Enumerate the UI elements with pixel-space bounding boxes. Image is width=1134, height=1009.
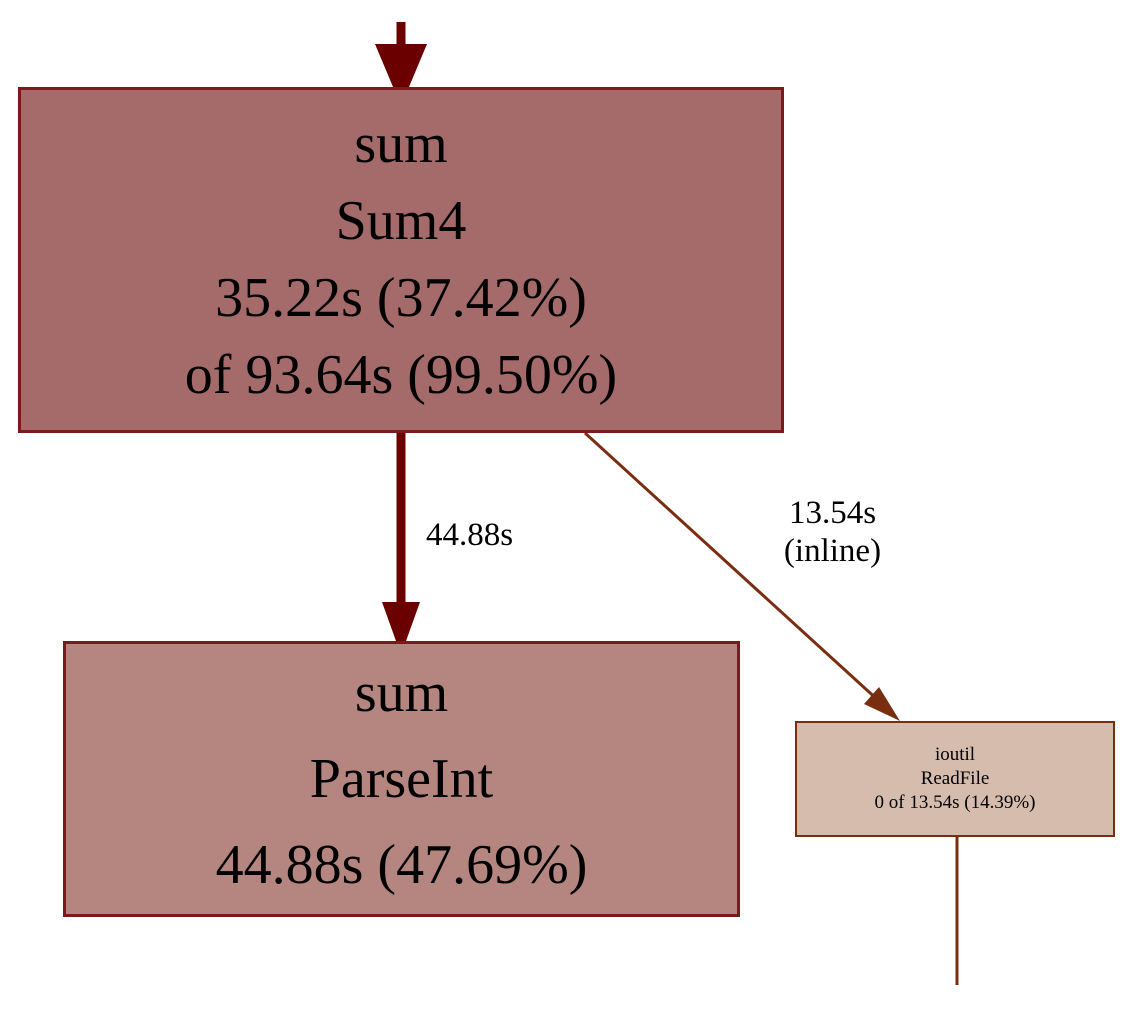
node-sum4-package: sum (354, 113, 448, 175)
node-sum4[interactable]: sum Sum4 35.22s (37.42%) of 93.64s (99.5… (18, 87, 784, 433)
node-sum4-func: Sum4 (335, 190, 467, 252)
node-readfile-package: ioutil (934, 744, 976, 765)
node-parseint-flat: 44.88s (47.69%) (215, 834, 588, 896)
incoming-edge-arrowhead (375, 44, 427, 106)
node-readfile-cum: 0 of 13.54s (14.39%) (874, 792, 1036, 813)
node-parseint[interactable]: sum ParseInt 44.88s (47.69%) (63, 641, 740, 917)
edge-label-sum4-parseint-time: 44.88s (426, 517, 514, 553)
sum4-to-parseint-arrowhead (382, 602, 420, 655)
node-readfile[interactable]: ioutil ReadFile 0 of 13.54s (14.39%) (795, 721, 1115, 837)
node-parseint-func: ParseInt (309, 748, 494, 810)
sum4-to-readfile-edge-line (583, 431, 882, 704)
edge-label-sum4-readfile: 13.54s (inline) (760, 494, 905, 570)
edge-label-sum4-readfile-note: (inline) (783, 533, 882, 569)
sum4-to-readfile-arrowhead (864, 687, 900, 721)
edge-label-sum4-readfile-time: 13.54s (788, 495, 877, 531)
node-readfile-func: ReadFile (920, 768, 990, 789)
edge-label-sum4-parseint: 44.88s (426, 516, 513, 554)
node-parseint-package: sum (354, 662, 449, 724)
node-sum4-flat: 35.22s (37.42%) (215, 267, 587, 329)
node-sum4-cum: of 93.64s (99.50%) (184, 344, 618, 406)
